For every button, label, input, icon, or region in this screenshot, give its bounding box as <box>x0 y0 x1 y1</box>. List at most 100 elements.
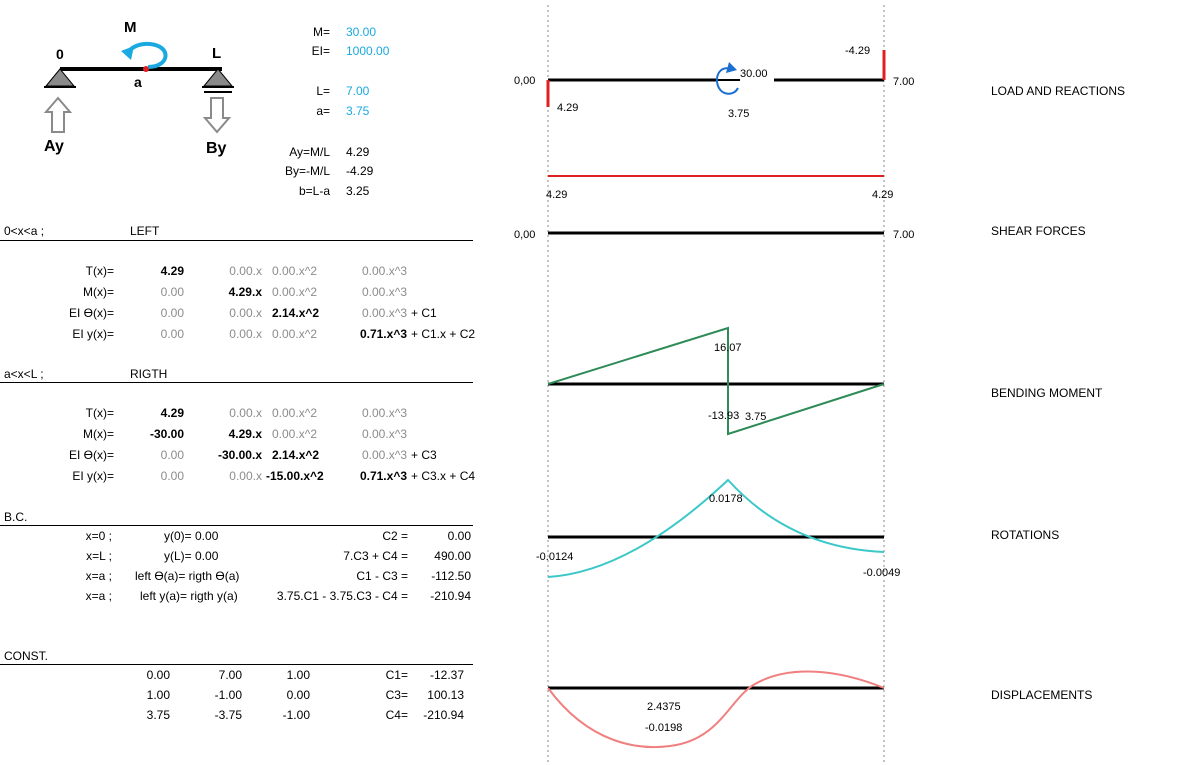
right-divider <box>0 382 473 383</box>
const-b: -1.00 <box>214 688 242 702</box>
bc-val: -210.94 <box>430 589 471 603</box>
sketch-a-label: a <box>134 74 142 90</box>
const-name: C4= <box>385 708 408 722</box>
rotation-title: ROTATIONS <box>991 528 1060 542</box>
right-row-c0: 4.29 <box>160 406 184 420</box>
right-row-tail: + C3 <box>411 448 437 462</box>
load-left-reaction-label: 4.29 <box>557 102 579 114</box>
const-a: 0.00 <box>146 668 170 682</box>
right-row-c1: 0.00.x <box>229 406 262 420</box>
const-a: 1.00 <box>146 688 170 702</box>
param-m-label: M= <box>312 25 330 39</box>
left-row-label: EI y(x)= <box>72 327 114 341</box>
shear-right-top-label: 4.29 <box>872 189 894 201</box>
right-row-label: EI ϴ(x)= <box>68 448 114 462</box>
by-arrow-icon <box>202 97 232 134</box>
param-a-value[interactable]: 3.75 <box>346 104 370 118</box>
left-row-c1: 0.00.x <box>229 306 262 320</box>
load-moment-icon <box>716 67 739 95</box>
const-name: C3= <box>385 688 408 702</box>
param-by-value: -4.29 <box>346 164 374 178</box>
bc-val: -112.50 <box>431 569 471 583</box>
bc-cond: left y(a)= rigth y(a) <box>140 589 238 603</box>
const-c: 1.00 <box>286 668 310 682</box>
const-divider <box>0 664 473 665</box>
shear-left-label: 0,00 <box>514 229 536 241</box>
right-row-c2: 2.14.x^2 <box>272 448 320 462</box>
right-row-label: M(x)= <box>83 427 114 441</box>
const-b: -3.75 <box>214 708 242 722</box>
const-a: 3.75 <box>146 708 170 722</box>
param-l-value[interactable]: 7.00 <box>346 84 370 98</box>
displacement-position-label: 2.4375 <box>647 701 681 713</box>
left-row-c3: 0.00.x^3 <box>362 264 407 278</box>
left-row-c2: 0.00.x^2 <box>272 327 317 341</box>
param-a-label: a= <box>316 104 330 118</box>
const-name: C1= <box>385 668 408 682</box>
bc-val: 490.00 <box>434 549 471 563</box>
right-row-c0: -30.00 <box>149 427 184 441</box>
rotation-right-label: -0.0049 <box>863 567 901 579</box>
left-row-c1: 0.00.x <box>229 327 262 341</box>
shear-title: SHEAR FORCES <box>991 224 1086 238</box>
rotation-left-label: -0.0124 <box>536 551 574 563</box>
right-row-c1: 0.00.x <box>229 469 262 483</box>
shear-right-label: 7.00 <box>893 229 915 241</box>
load-left-label: 0,00 <box>514 75 536 87</box>
displacement-min-label: -0.0198 <box>645 722 683 734</box>
displacement-diagram-line <box>547 670 885 749</box>
bc-eq: 7.C3 + C4 = <box>343 549 408 563</box>
left-row-c0: 0.00 <box>160 327 184 341</box>
sketch-ay-label: Ay <box>44 138 64 155</box>
ay-arrow-icon <box>43 96 73 133</box>
left-row-tail: + C1.x + C2 <box>411 327 476 341</box>
rotation-max-label: 0.0178 <box>709 493 743 505</box>
bc-eq: C1 - C3 = <box>356 569 408 583</box>
right-row-c1: 4.29.x <box>228 427 262 441</box>
param-m-value[interactable]: 30.00 <box>346 25 377 39</box>
left-row-c2: 2.14.x^2 <box>272 306 320 320</box>
const-val: -12.37 <box>429 668 464 682</box>
right-support-icon <box>202 68 234 87</box>
right-row-label: T(x)= <box>85 406 114 420</box>
param-ei-label: EI= <box>311 44 330 58</box>
left-row-c0: 0.00 <box>160 285 184 299</box>
moment-point-icon <box>143 66 149 72</box>
moment-diagram-line <box>547 326 885 436</box>
load-top-right-label: -4.29 <box>845 45 871 57</box>
param-ay-label: Ay=M/L <box>289 145 330 159</box>
left-row-c3: 0.71.x^3 <box>359 327 407 341</box>
bc-cond: left ϴ(a)= rigth ϴ(a) <box>135 569 240 583</box>
bc-eq: C2 = <box>382 529 408 543</box>
left-row-c1: 4.29.x <box>228 285 262 299</box>
right-row-c3: 0.00.x^3 <box>362 406 407 420</box>
bc-x: x=L ; <box>86 549 112 563</box>
param-l-label: L= <box>316 84 330 98</box>
left-row-c0: 0.00 <box>160 306 184 320</box>
sketch-left-label: 0 <box>56 46 64 62</box>
param-b-value: 3.25 <box>346 184 370 198</box>
bc-cond: y(0)= 0.00 <box>164 529 219 543</box>
rotation-diagram-line <box>547 478 885 578</box>
bc-cond: y(L)= 0.00 <box>164 549 219 563</box>
right-row-c0: 0.00 <box>160 469 184 483</box>
left-divider <box>0 240 473 241</box>
param-ay-value: 4.29 <box>346 145 370 159</box>
param-ei-value[interactable]: 1000.00 <box>346 44 390 58</box>
right-row-label: EI y(x)= <box>72 469 114 483</box>
sketch-right-label: L <box>212 45 222 62</box>
load-right-label: 7.00 <box>893 76 915 88</box>
left-row-c3: 0.00.x^3 <box>362 306 407 320</box>
const-val: -210.94 <box>423 708 464 722</box>
left-row-label: M(x)= <box>83 285 114 299</box>
left-row-c1: 0.00.x <box>229 264 262 278</box>
left-row-c3: 0.00.x^3 <box>362 285 407 299</box>
bc-x: x=a ; <box>85 589 112 603</box>
const-b: 7.00 <box>218 668 242 682</box>
bc-x: x=a ; <box>85 569 112 583</box>
left-row-c2: 0.00.x^2 <box>272 285 317 299</box>
const-c: 0.00 <box>286 688 310 702</box>
left-range-label: 0<x<a ; <box>4 224 45 238</box>
right-row-c1: -30.00.x <box>217 448 262 462</box>
